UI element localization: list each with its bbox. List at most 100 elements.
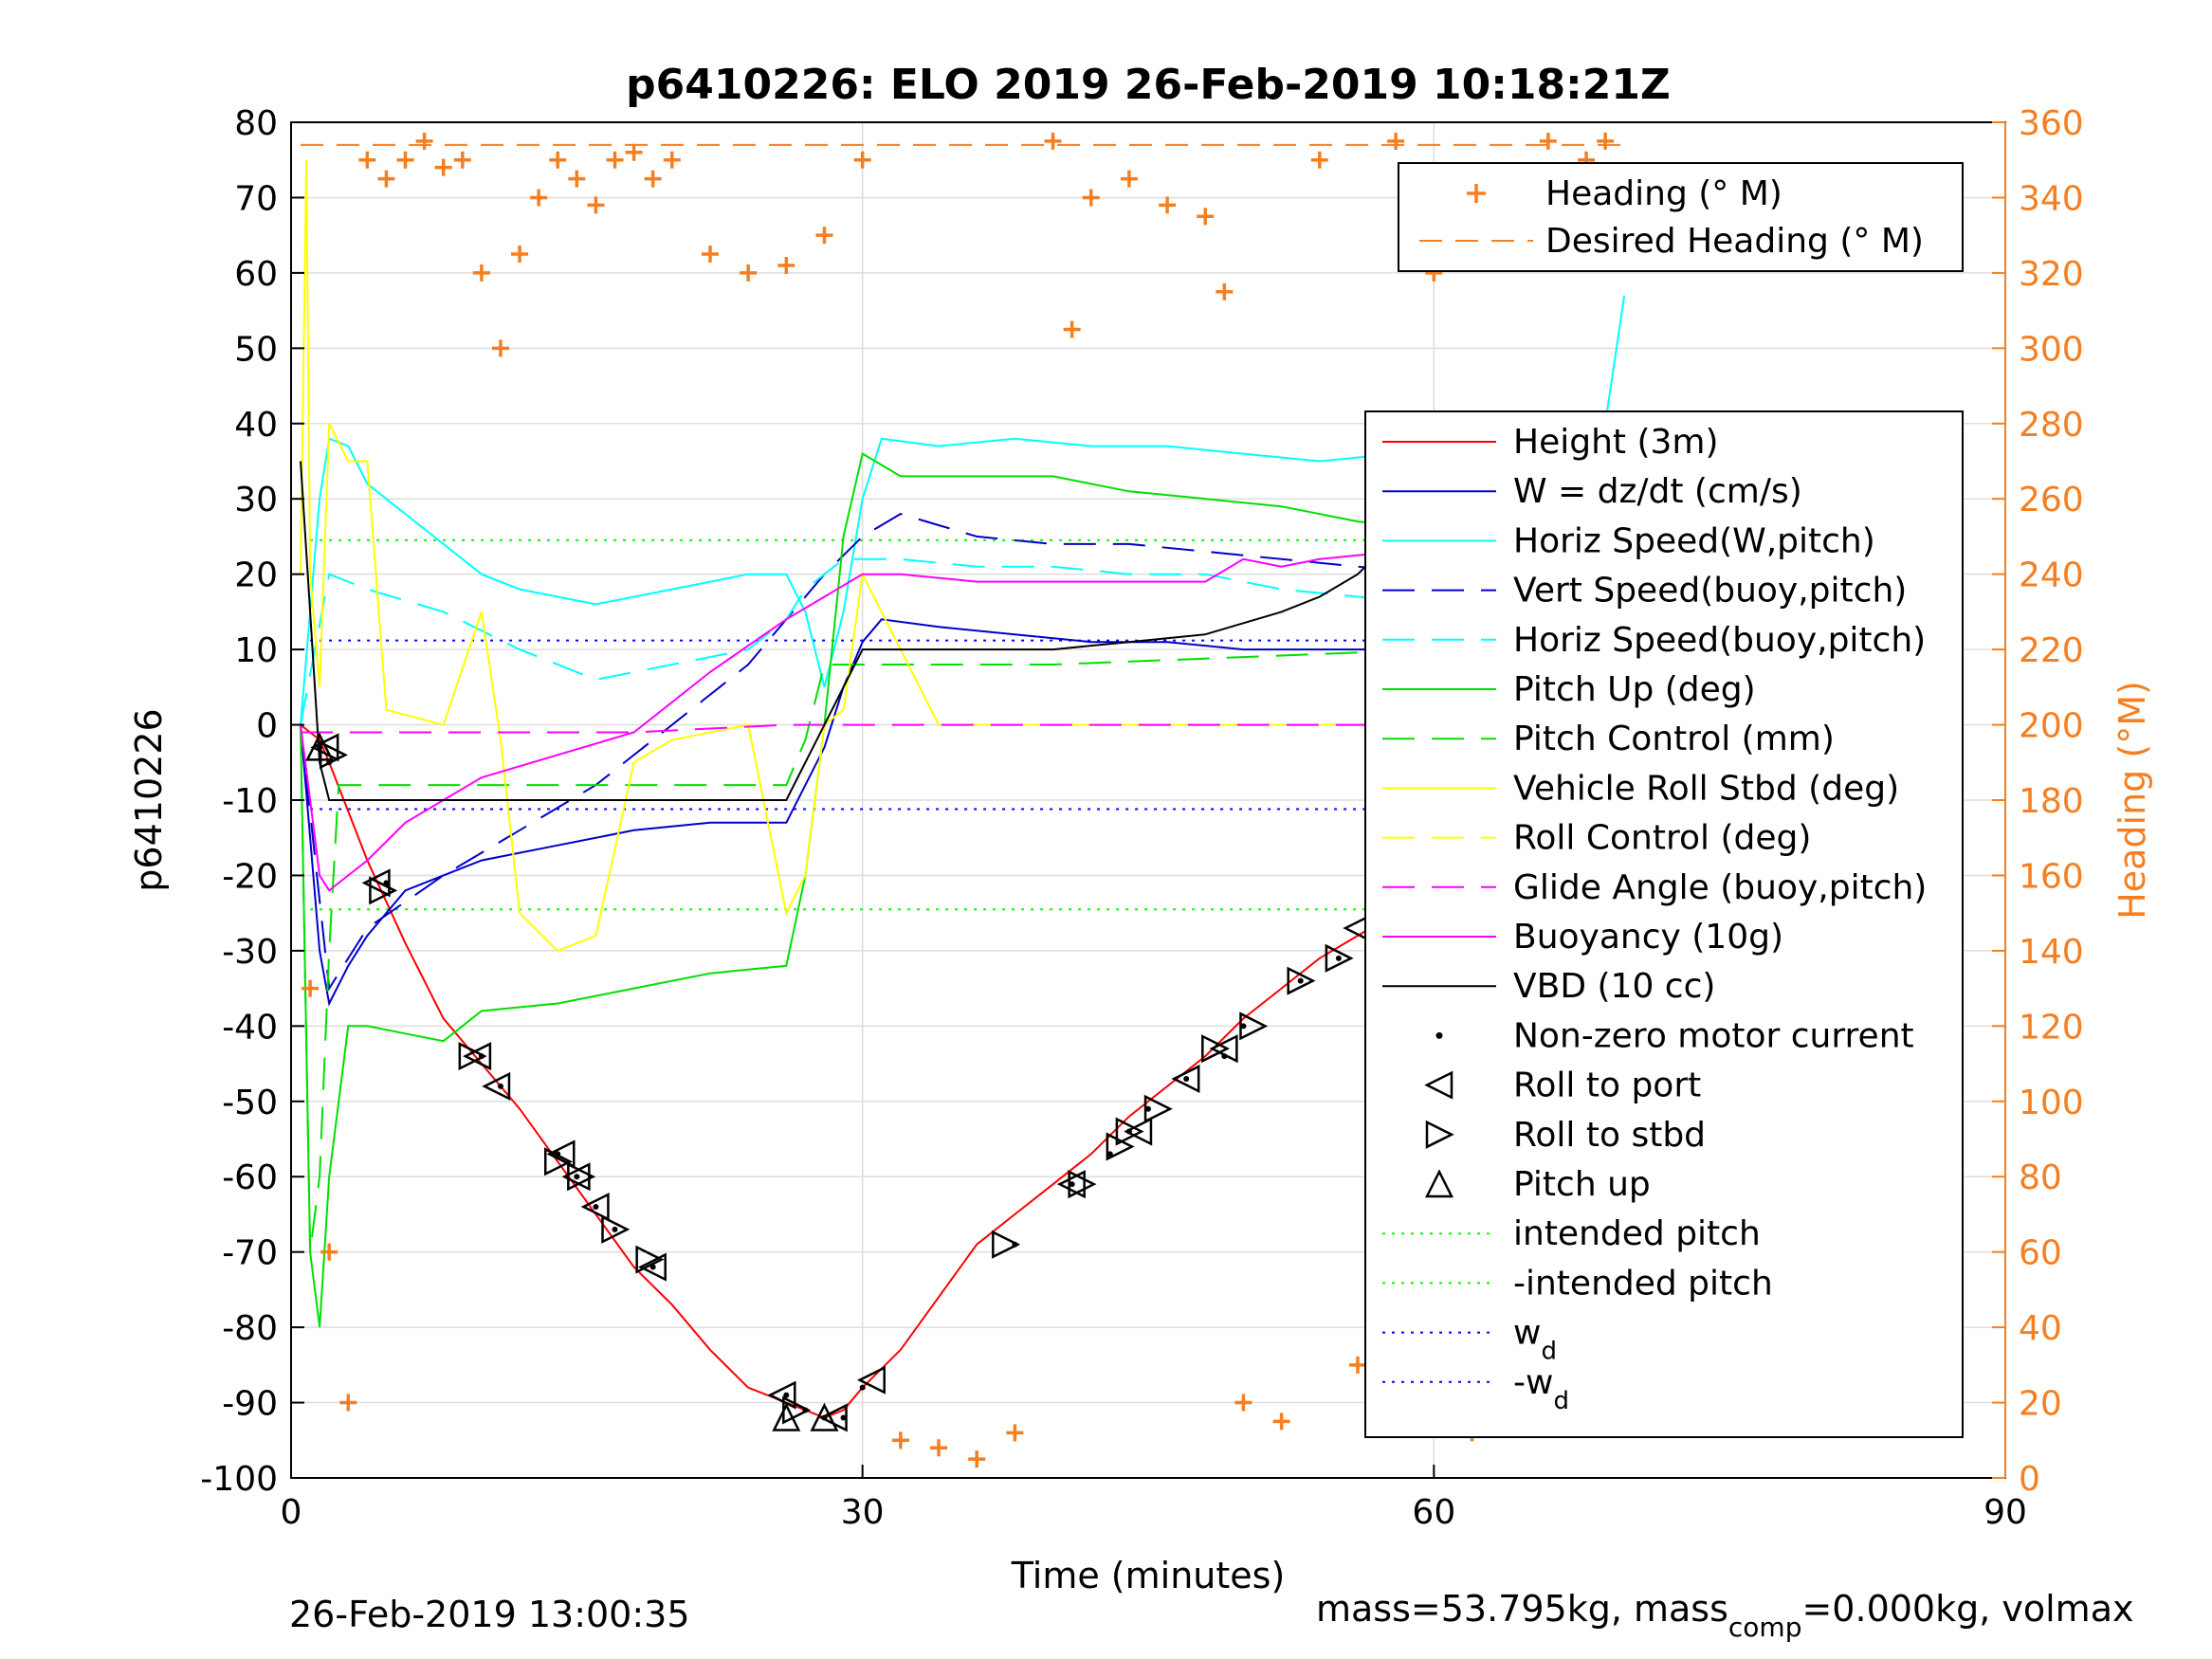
heading-point (701, 246, 719, 264)
y2-tick-label: 20 (2019, 1385, 2062, 1424)
y2-tick-label: 340 (2019, 179, 2084, 218)
heading-point (1082, 189, 1100, 207)
y-tick-label: 60 (234, 255, 278, 294)
heading-point (415, 132, 433, 150)
legend-main-label: Vehicle Roll Stbd (deg) (1513, 769, 1899, 808)
y-tick-label: 80 (234, 104, 278, 143)
pitch-up-marker (810, 1402, 839, 1431)
roll-to-port-marker (361, 868, 391, 898)
y2-tick-label: 120 (2019, 1008, 2084, 1047)
heading-point (453, 151, 471, 169)
legend-main-label: -intended pitch (1513, 1264, 1773, 1303)
roll-to-stbd-marker (635, 1245, 665, 1274)
heading-point (1348, 1356, 1366, 1374)
y-tick-label: 50 (234, 330, 278, 369)
motor-current-point (1335, 955, 1342, 961)
y2-tick-label: 260 (2019, 481, 2084, 520)
roll-to-port-marker (1124, 1117, 1153, 1146)
roll-to-stbd-marker (543, 1147, 574, 1176)
y-tick-label: 20 (234, 556, 278, 595)
y-tick-label: 0 (256, 707, 278, 746)
roll-to-port-marker (580, 1192, 610, 1222)
heading-point (491, 339, 509, 357)
roll-to-stbd-marker (1115, 1117, 1144, 1146)
legend-heading-box (1398, 162, 1964, 272)
legend-main-label: Glide Angle (buoy,pitch) (1513, 868, 1927, 907)
roll-to-stbd-marker (458, 1042, 487, 1071)
roll-to-stbd-marker (1106, 1132, 1135, 1161)
heading-point (740, 264, 758, 282)
heading-point (625, 143, 643, 161)
y-tick-label: -20 (222, 857, 278, 896)
pitch-up-marker (305, 732, 335, 761)
legend-main-swatch (1435, 1031, 1443, 1039)
legend-main-label: VBD (10 cc) (1513, 967, 1715, 1006)
legend-main-label: Non-zero motor current (1513, 1016, 1914, 1055)
roll-to-port-marker (463, 1042, 492, 1071)
legend-main-swatch (1425, 1120, 1454, 1149)
heading-point (663, 151, 681, 169)
chart-title: p6410226: ELO 2019 26-Feb-2019 10:18:21Z (626, 61, 1671, 109)
legend-main-label: Buoyancy (10g) (1513, 918, 1783, 957)
y2-axis-label: Heading (°M) (2111, 681, 2153, 920)
heading-point (815, 227, 833, 245)
y2-tick-label: 280 (2019, 406, 2084, 445)
heading-point (339, 1394, 357, 1412)
legend-heading: Heading (° M) Desired Heading (° M) (1398, 162, 1964, 272)
heading-point (1063, 320, 1081, 338)
legend-main-label: Height (3m) (1513, 423, 1719, 462)
series-line-w-dz-dt-cm-s (300, 618, 1606, 1007)
legend-main-label: Roll to port (1513, 1066, 1701, 1105)
motor-current-point (574, 1174, 580, 1180)
roll-to-stbd-marker (1239, 1012, 1269, 1041)
heading-point (530, 189, 548, 207)
legend-main-subscript: d (1541, 1338, 1557, 1366)
pitch-up-marker (772, 1402, 801, 1431)
heading-point (396, 151, 414, 169)
y-tick-label: 30 (234, 481, 278, 520)
motor-current-point (1297, 977, 1304, 984)
y2-tick-label: 200 (2019, 707, 2084, 746)
heading-point (930, 1439, 948, 1457)
heading-point (1006, 1424, 1024, 1442)
heading-point (511, 246, 529, 264)
roll-to-stbd-marker (1068, 1170, 1097, 1199)
y-tick-label: -70 (222, 1234, 278, 1273)
heading-point (644, 170, 662, 188)
series-line-vert-speed-buoy-pitch (300, 513, 1587, 992)
y2-tick-label: 240 (2019, 556, 2084, 595)
x-tick-label: 0 (281, 1493, 302, 1532)
motor-current-point (783, 1392, 790, 1398)
x-tick-label: 90 (1983, 1493, 2027, 1532)
axes: 0 30 60 9080706050403020100-10-20-30-40-50-… (200, 104, 2083, 1532)
heading-point (853, 151, 871, 169)
motor-current-point (1069, 1181, 1075, 1188)
y-tick-label: 40 (234, 406, 278, 445)
roll-to-stbd-marker (567, 1162, 596, 1192)
heading-point (434, 158, 452, 176)
roll-to-port-marker (1209, 1034, 1238, 1064)
heading-point (1597, 132, 1615, 150)
heading-point (472, 264, 490, 282)
heading-point (1159, 196, 1177, 214)
y-tick-label: -90 (222, 1385, 278, 1424)
roll-to-port-marker (1056, 1170, 1086, 1199)
y2-tick-label: 300 (2019, 330, 2084, 369)
roll-to-port-marker (310, 733, 339, 762)
motor-current-point (1183, 1075, 1190, 1082)
y-tick-label: -50 (222, 1084, 278, 1122)
x-axis-label: Time (minutes) (1011, 1555, 1286, 1596)
y-tick-label: -30 (222, 933, 278, 972)
heading-point (358, 151, 376, 169)
timestamp-note: 26-Feb-2019 13:00:35 (289, 1594, 690, 1635)
series-line-glide-angle-buoy-pitch (301, 723, 1606, 734)
heading-point (568, 170, 586, 188)
series-layer (300, 143, 1626, 1419)
legend-main-label: Pitch up (1513, 1165, 1651, 1204)
heading-point (1539, 132, 1557, 150)
legend-main: Height (3m) W = dz/dt (cm/s) Horiz Speed(W… (1364, 410, 1964, 1438)
roll-to-port-marker (856, 1365, 886, 1395)
legend-main-label: Pitch Control (mm) (1513, 720, 1835, 758)
legend-main-label: Horiz Speed(buoy,pitch) (1513, 621, 1926, 660)
y-tick-label: -60 (222, 1158, 278, 1197)
